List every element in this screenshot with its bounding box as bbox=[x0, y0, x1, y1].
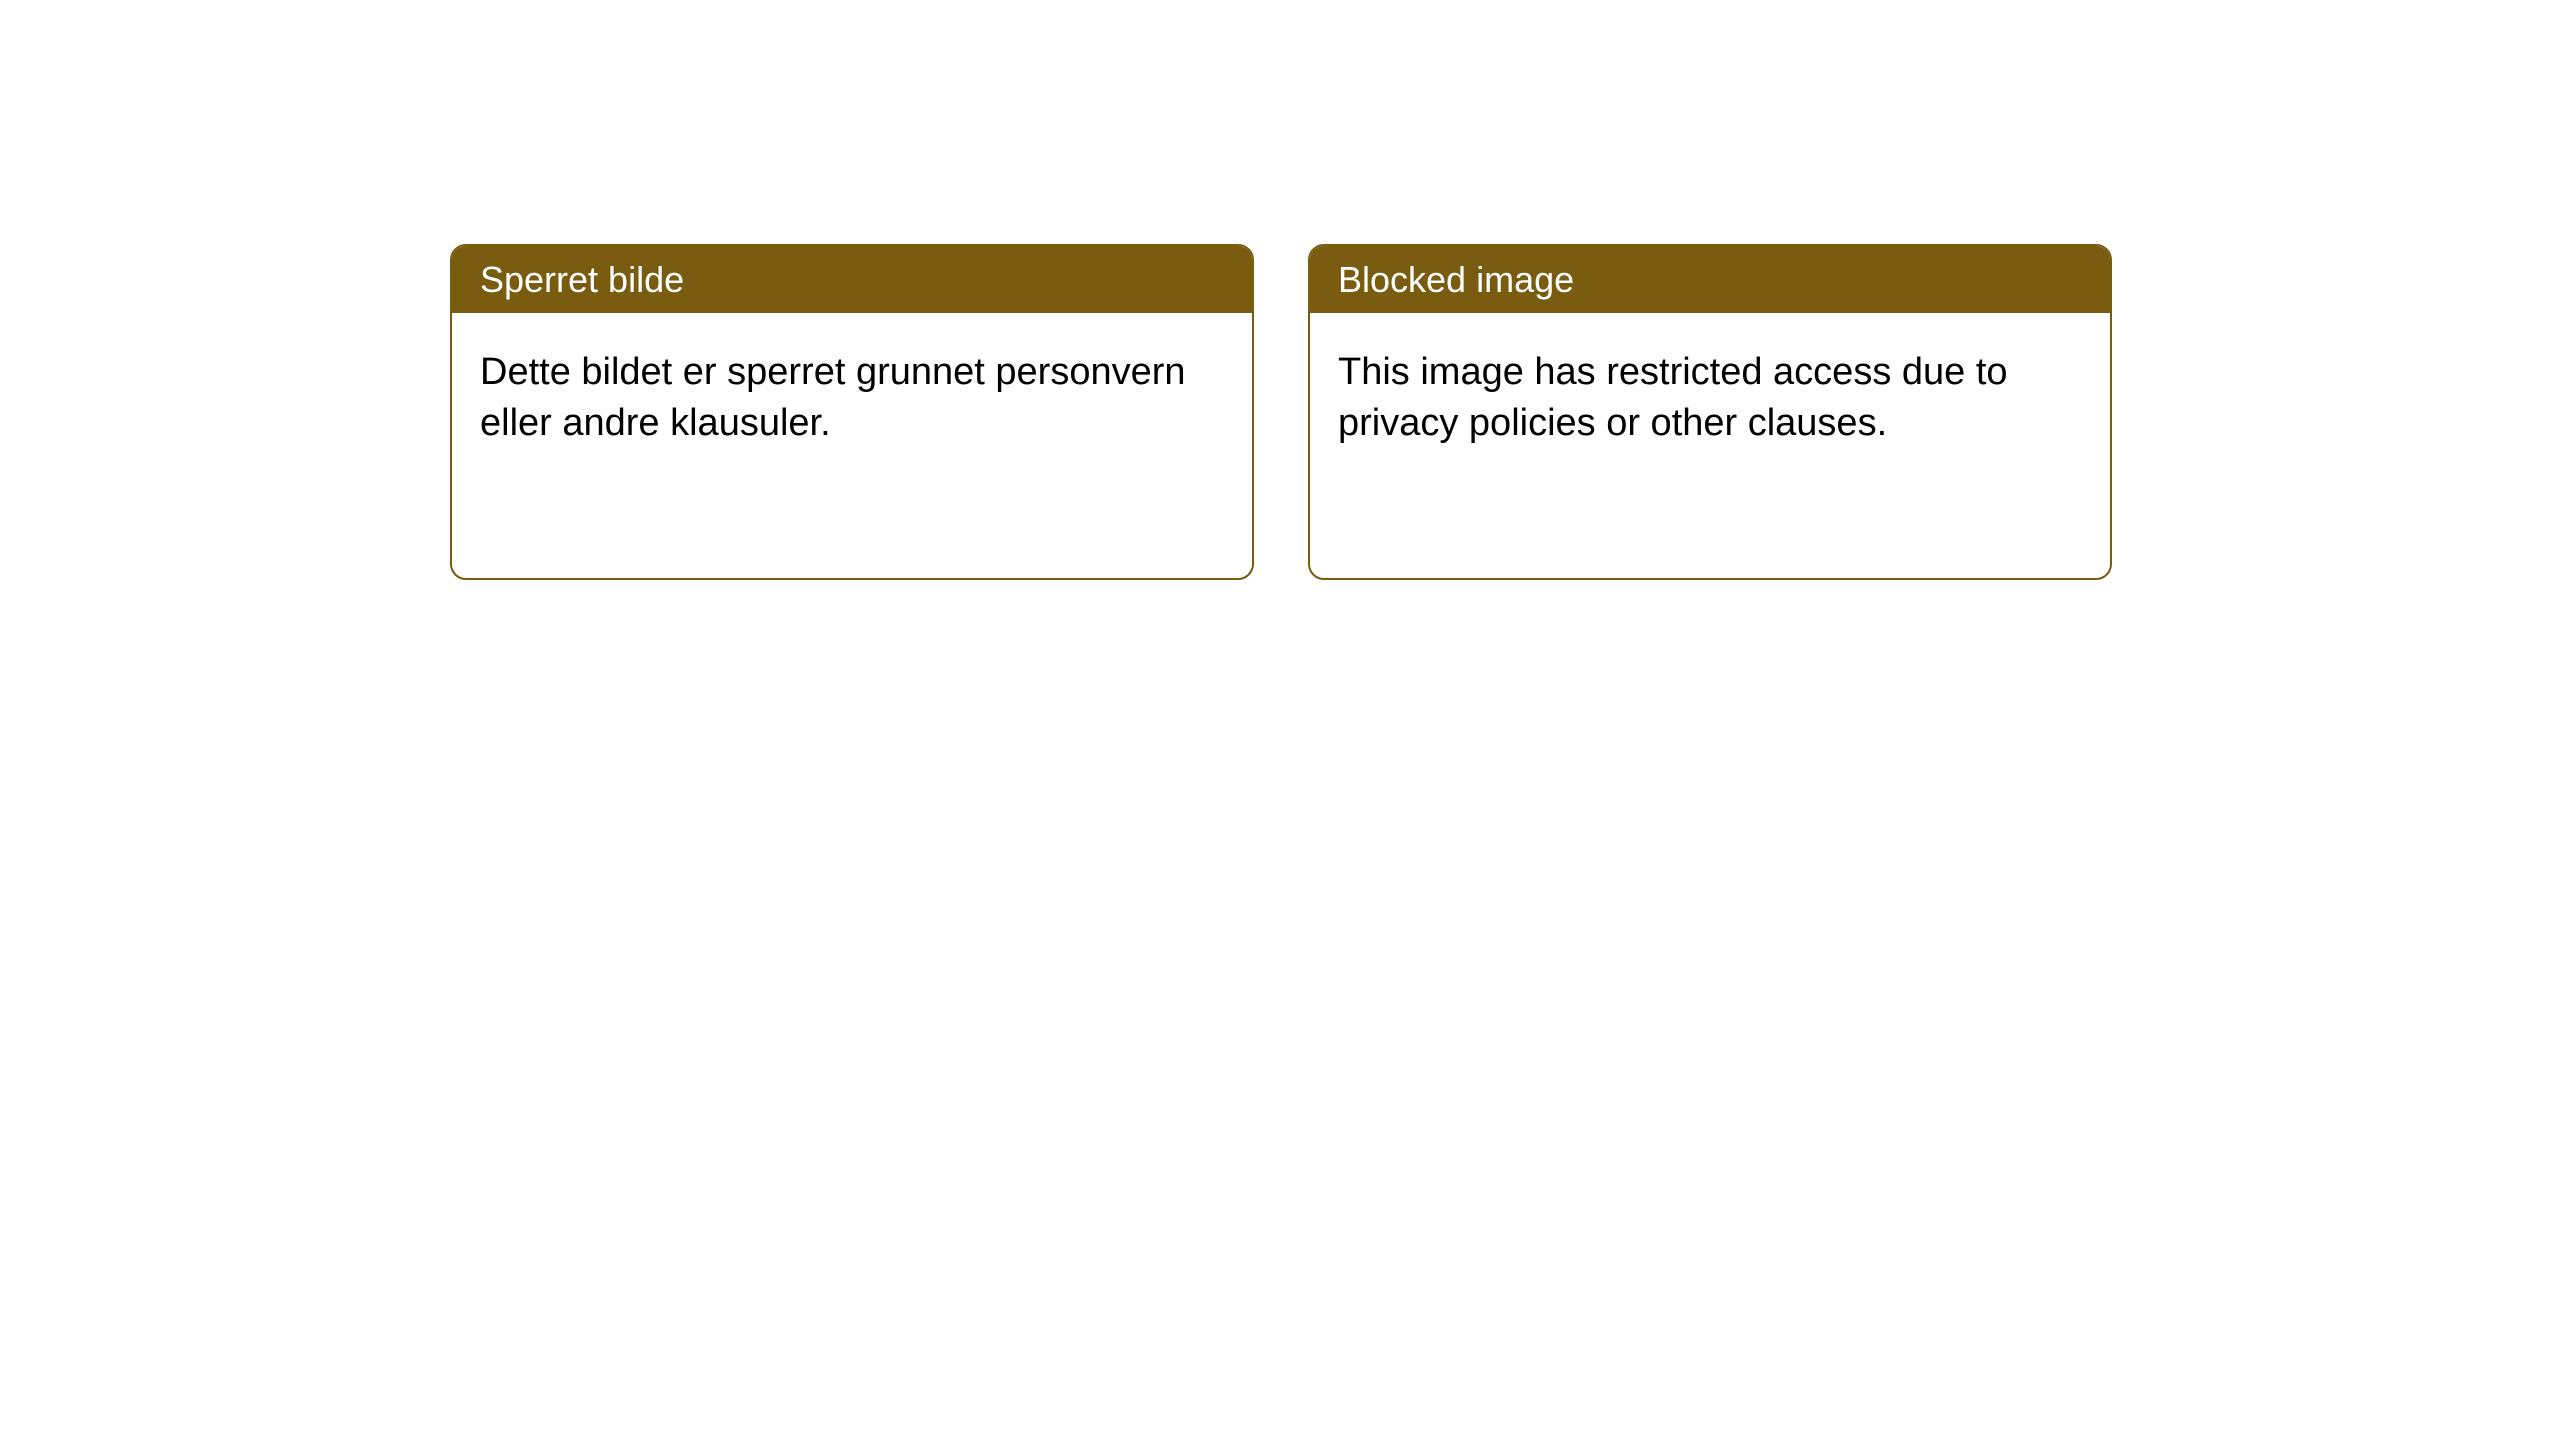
notice-body: Dette bildet er sperret grunnet personve… bbox=[452, 313, 1252, 484]
notice-card-english: Blocked image This image has restricted … bbox=[1308, 244, 2112, 580]
notice-header: Blocked image bbox=[1310, 246, 2110, 313]
notice-card-norwegian: Sperret bilde Dette bildet er sperret gr… bbox=[450, 244, 1254, 580]
notice-header: Sperret bilde bbox=[452, 246, 1252, 313]
notice-cards-container: Sperret bilde Dette bildet er sperret gr… bbox=[450, 244, 2560, 580]
notice-body: This image has restricted access due to … bbox=[1310, 313, 2110, 484]
